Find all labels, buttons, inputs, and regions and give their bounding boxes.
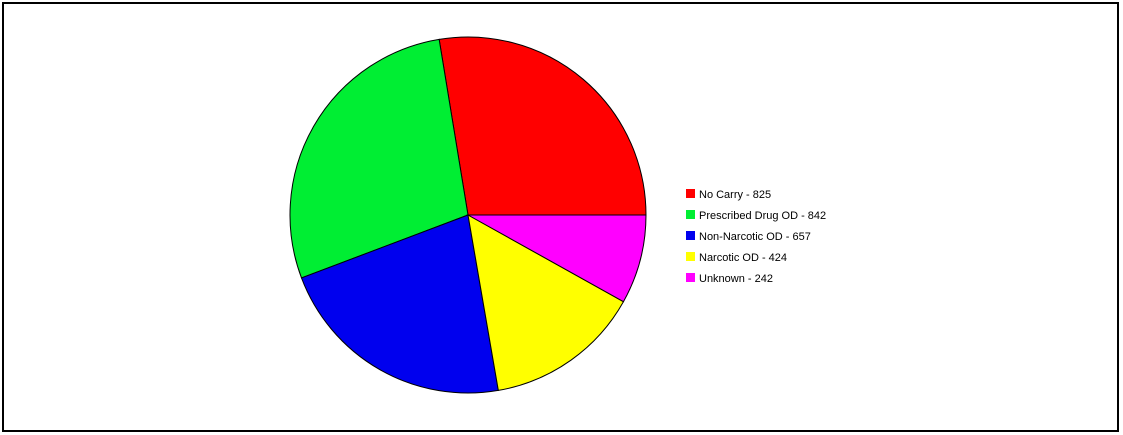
pie-slice-0 xyxy=(438,36,647,216)
legend-swatch-3 xyxy=(686,252,695,261)
legend-swatch-4 xyxy=(686,273,695,282)
legend-label-0: No Carry - 825 xyxy=(699,189,771,201)
pie-slice-4 xyxy=(466,214,647,303)
legend-label-4: Unknown - 242 xyxy=(699,273,773,285)
pie-slice-1 xyxy=(289,38,469,279)
pie-slice-3 xyxy=(467,214,625,391)
pie-slice-2 xyxy=(300,214,499,394)
legend-label-1: Prescribed Drug OD - 842 xyxy=(699,210,826,222)
legend-swatch-2 xyxy=(686,231,695,240)
legend: No Carry - 825 Prescribed Drug OD - 842 No… xyxy=(686,189,826,285)
legend-label-2: Non-Narcotic OD - 657 xyxy=(699,231,811,243)
pie-slices xyxy=(289,36,647,394)
legend-swatch-1 xyxy=(686,210,695,219)
legend-label-3: Narcotic OD - 424 xyxy=(699,252,787,264)
legend-swatch-0 xyxy=(686,189,695,198)
